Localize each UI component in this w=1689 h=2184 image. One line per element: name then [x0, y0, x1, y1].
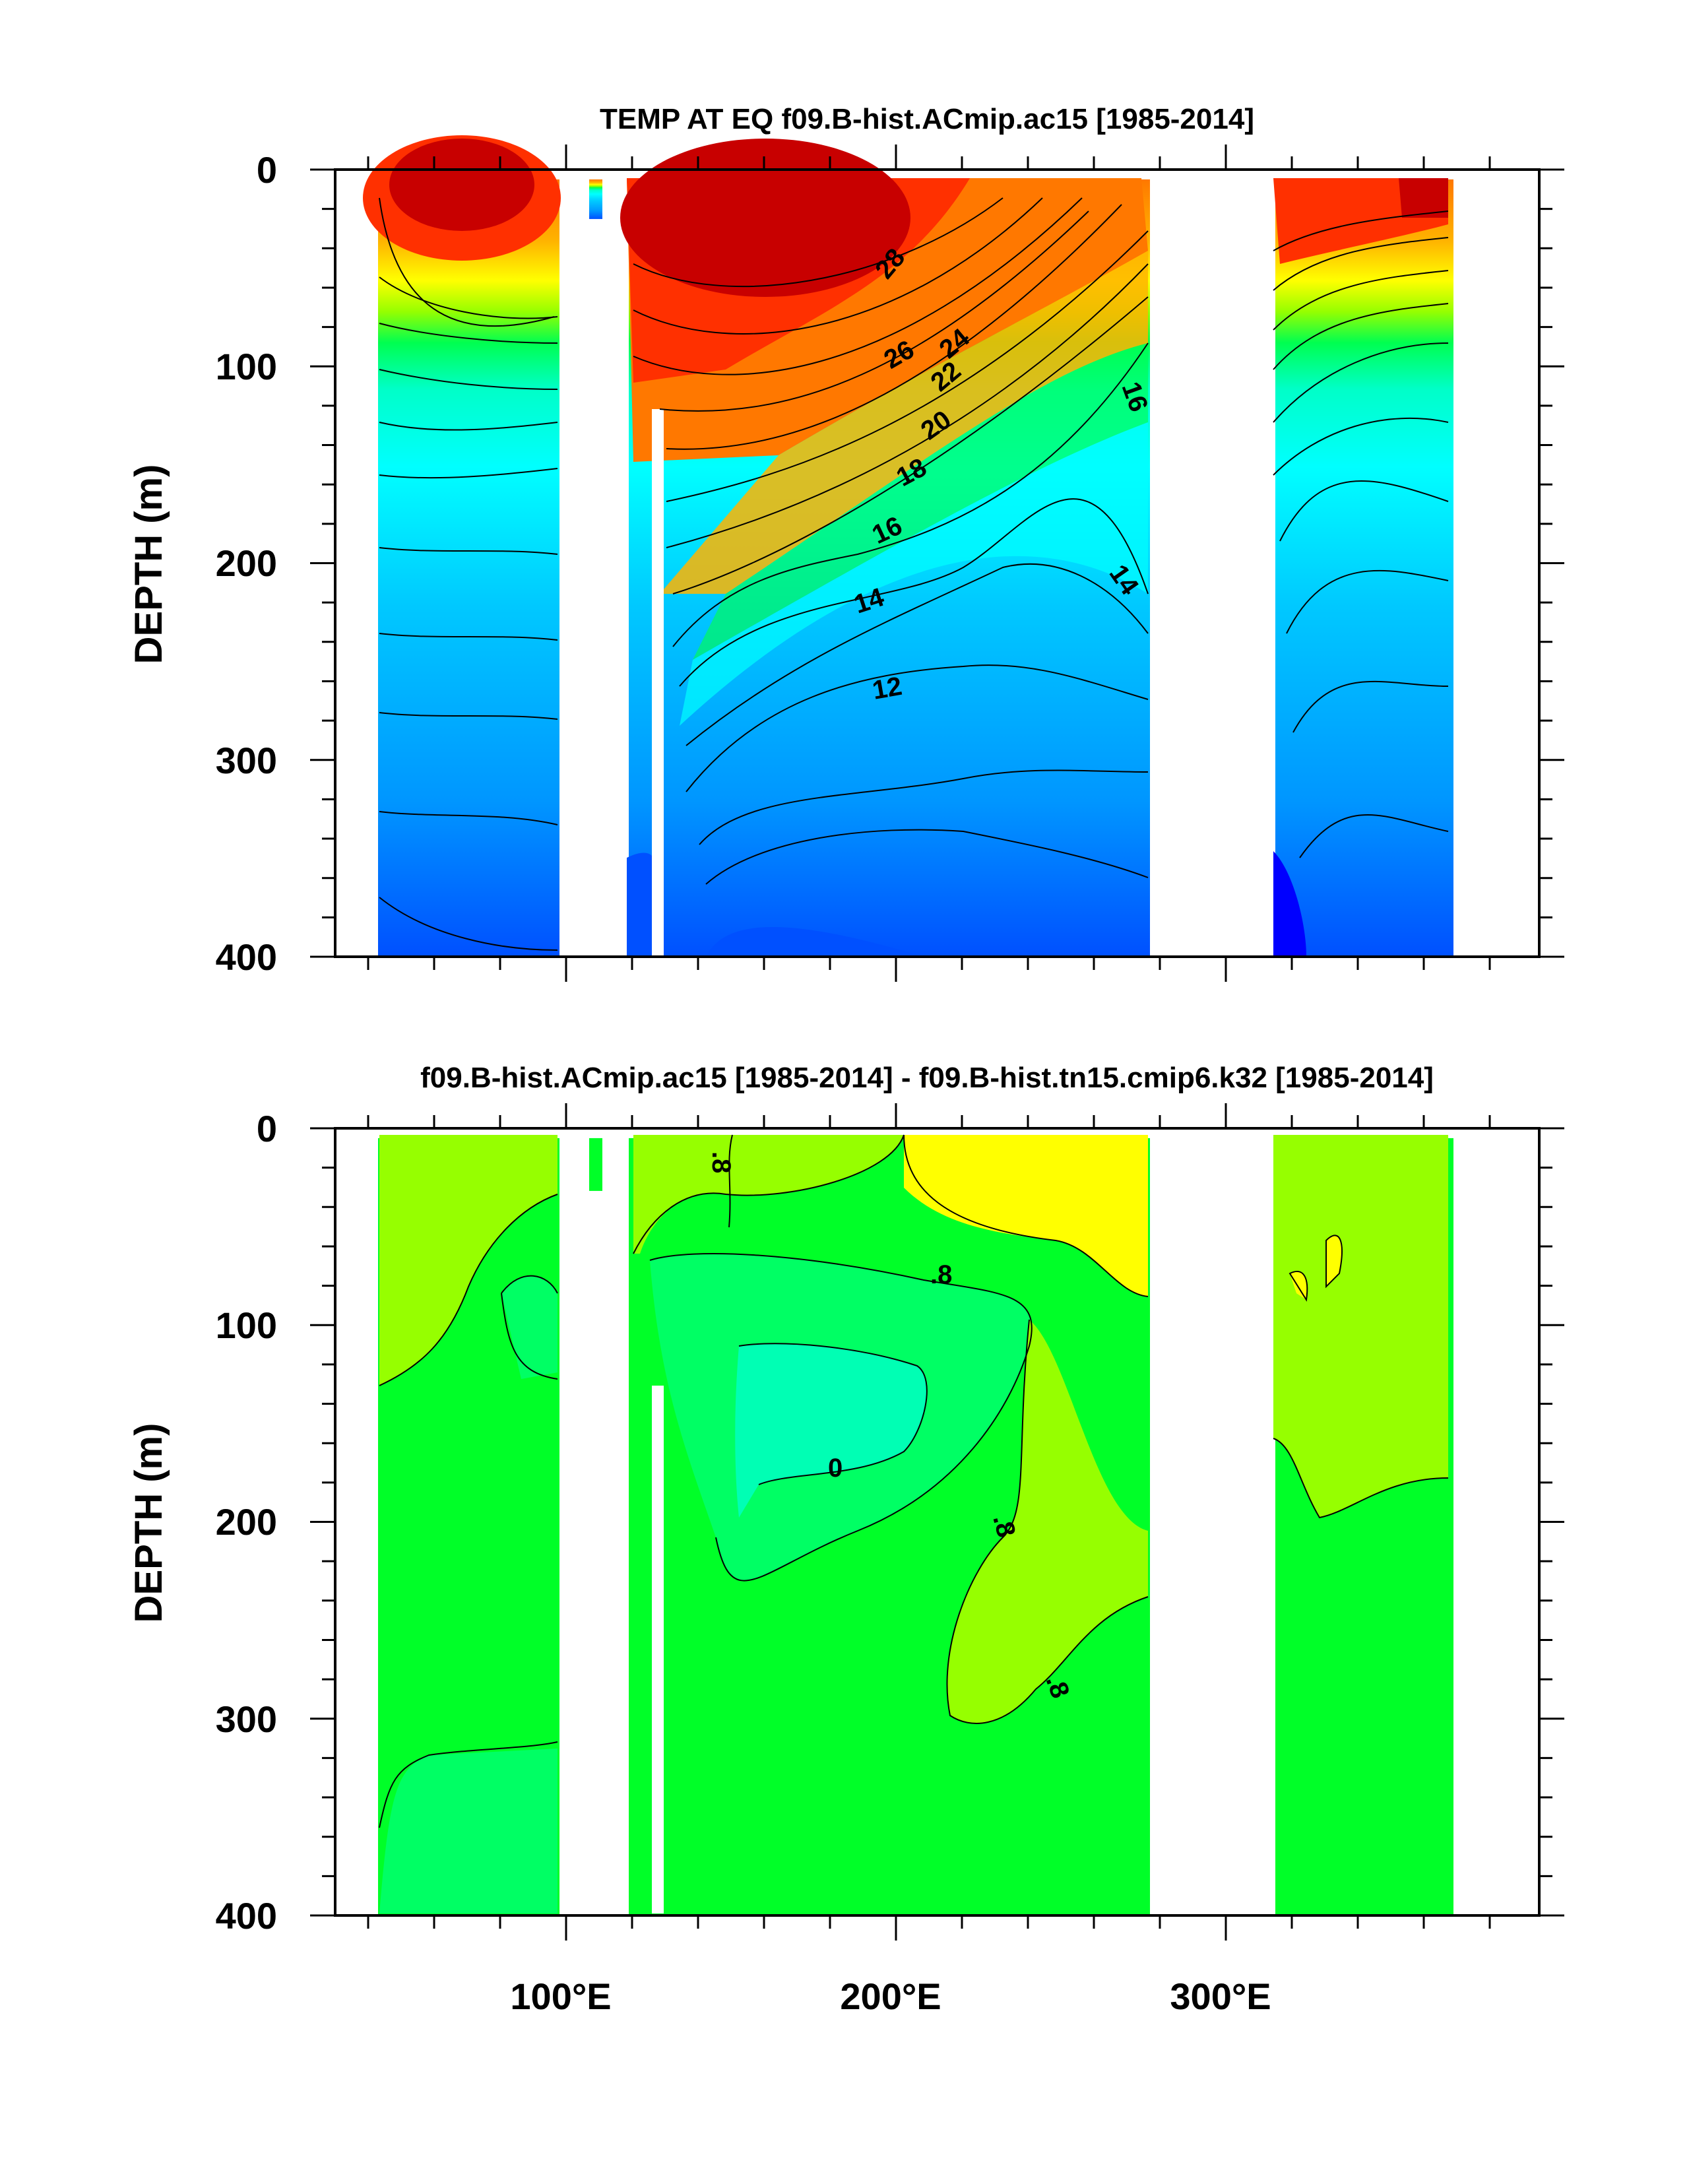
bottom-panel: f09.B-hist.ACmip.ac15 [1985-2014] - f09.… — [127, 1062, 1564, 2017]
top-axis-ticks — [310, 145, 1564, 982]
bottom-y-tick-100: 100 — [216, 1304, 277, 1346]
bottom-contour-lines — [379, 1134, 1449, 1828]
top-panel: TEMP AT EQ f09.B-hist.ACmip.ac15 [1985-2… — [127, 103, 1564, 982]
x-tick-200E: 200°E — [840, 1975, 941, 2017]
x-tick-300E: 300°E — [1170, 1975, 1271, 2017]
top-y-tick-400: 400 — [216, 936, 277, 978]
bottom-chart-title: f09.B-hist.ACmip.ac15 [1985-2014] - f09.… — [420, 1062, 1434, 1094]
bottom-anomaly-regions — [379, 1135, 1448, 1913]
contour-label-0.8b: .8 — [930, 1260, 952, 1289]
top-chart-title: TEMP AT EQ f09.B-hist.ACmip.ac15 [1985-2… — [600, 103, 1254, 135]
contour-label-0.8a: .8 — [707, 1151, 736, 1173]
bottom-contour-labels: .8 .8 0 .8 .8 — [707, 1151, 1075, 1702]
contour-label-0: 0 — [828, 1454, 843, 1483]
bottom-x-tick-labels: 100°E 200°E 300°E — [510, 1975, 1271, 2017]
bottom-axis-ticks — [310, 1103, 1564, 1941]
x-tick-100E: 100°E — [510, 1975, 611, 2017]
top-y-tick-labels: 0 100 200 300 400 — [216, 149, 277, 978]
top-temperature-bands — [363, 135, 1448, 957]
top-y-tick-300: 300 — [216, 740, 277, 781]
bottom-y-tick-400: 400 — [216, 1895, 277, 1937]
top-y-tick-200: 200 — [216, 542, 277, 584]
top-y-tick-0: 0 — [257, 149, 277, 191]
ocean-segment-2 — [589, 1138, 602, 1191]
bottom-y-tick-0: 0 — [257, 1108, 277, 1149]
bottom-y-tick-labels: 0 100 200 300 400 — [216, 1108, 277, 1937]
top-contour-lines — [379, 197, 1449, 951]
top-y-axis-label: DEPTH (m) — [127, 465, 170, 664]
ocean-segment-4 — [1275, 179, 1453, 957]
ocean-segment-2 — [589, 179, 602, 219]
top-y-tick-100: 100 — [216, 346, 277, 387]
bottom-y-tick-300: 300 — [216, 1698, 277, 1740]
ocean-segment-1 — [378, 179, 559, 957]
bottom-y-tick-200: 200 — [216, 1501, 277, 1543]
contour-label-12: 12 — [870, 672, 904, 705]
bottom-y-axis-label: DEPTH (m) — [127, 1423, 170, 1623]
